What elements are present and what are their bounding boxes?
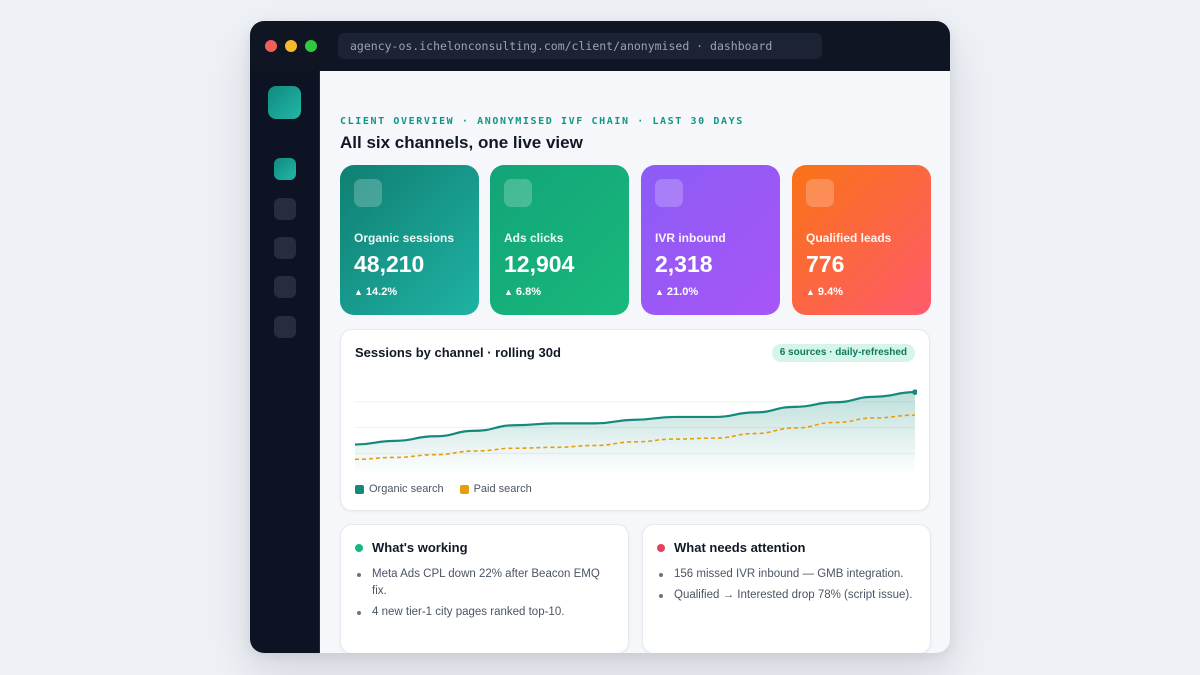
kpi-delta-value: 9.4% [817, 286, 843, 298]
kpi-card-ivr-inbound[interactable]: IVR inbound 2,318 ▲ 21.0% [641, 165, 780, 315]
up-arrow-icon: ▲ [354, 287, 363, 297]
up-arrow-icon: ▲ [655, 287, 664, 297]
legend-item-paid: Paid search [459, 483, 532, 495]
sessions-chart-card: Sessions by channel · rolling 30d 6 sour… [340, 329, 930, 511]
maximize-window-button[interactable] [305, 40, 317, 52]
organic-search-endpoint[interactable] [912, 389, 917, 395]
kpi-value: 12,904 [504, 251, 575, 277]
list-item: Qualified → Interested drop 78% (script … [657, 587, 919, 604]
legend-label: Organic search [369, 483, 444, 495]
needs-attention-panel: What needs attention 156 missed IVR inbo… [642, 524, 931, 653]
close-window-button[interactable] [265, 40, 277, 52]
panel-title: What's working [372, 540, 468, 555]
kpi-card-qualified-leads[interactable]: Qualified leads 776 ▲ 9.4% [792, 165, 931, 315]
organic-search-line [355, 391, 916, 446]
square-icon [504, 179, 532, 207]
kpi-value: 776 [806, 251, 845, 277]
kpi-card-organic-sessions[interactable]: Organic sessions 48,210 ▲ 14.2% [340, 165, 479, 315]
sidebar-item-active[interactable] [274, 158, 296, 180]
legend-item-organic: Organic search [355, 483, 444, 495]
kpi-card-ads-clicks[interactable]: Ads clicks 12,904 ▲ 6.8% [490, 165, 629, 315]
chart-legend: Organic search Paid search [355, 483, 532, 495]
address-bar[interactable]: agency-os.ichelonconsulting.com/client/a… [338, 33, 822, 59]
kpi-label: Organic sessions [354, 231, 455, 245]
kpi-label: IVR inbound [655, 231, 726, 245]
panel-header: What's working [355, 540, 468, 555]
panel-title: What needs attention [674, 540, 806, 555]
organic-search-area [355, 392, 915, 474]
sidebar-item-5[interactable] [274, 316, 296, 338]
minimize-window-button[interactable] [285, 40, 297, 52]
up-arrow-icon: ▲ [504, 287, 513, 297]
kpi-delta: ▲ 9.4% [806, 286, 843, 298]
title-bar: agency-os.ichelonconsulting.com/client/a… [250, 21, 950, 71]
list-item: 4 new tier-1 city pages ranked top-10. [355, 604, 617, 621]
sidebar-item-4[interactable] [274, 276, 296, 298]
panel-header: What needs attention [657, 540, 805, 555]
legend-label: Paid search [473, 483, 532, 495]
green-status-dot-icon [355, 543, 363, 552]
kpi-delta-value: 6.8% [515, 286, 541, 298]
chart-title: Sessions by channel · rolling 30d [355, 345, 561, 360]
page-eyebrow: CLIENT OVERVIEW · ANONYMISED IVF CHAIN ·… [340, 116, 744, 127]
square-icon [806, 179, 834, 207]
kpi-value: 48,210 [354, 251, 425, 277]
red-status-dot-icon [657, 543, 665, 552]
up-arrow-icon: ▲ [806, 287, 815, 297]
working-list: Meta Ads CPL down 22% after Beacon EMQ f… [355, 566, 617, 625]
main-content: CLIENT OVERVIEW · ANONYMISED IVF CHAIN ·… [320, 71, 950, 653]
kpi-value: 2,318 [655, 251, 713, 277]
browser-window: agency-os.ichelonconsulting.com/client/a… [250, 21, 950, 653]
attention-list: 156 missed IVR inbound — GMB integration… [657, 566, 919, 608]
sidebar-item-2[interactable] [274, 198, 296, 220]
list-item: Meta Ads CPL down 22% after Beacon EMQ f… [355, 566, 617, 600]
sessions-chart [355, 389, 917, 474]
page-title: All six channels, one live view [340, 133, 583, 152]
kpi-label: Ads clicks [504, 231, 564, 245]
legend-swatch [459, 484, 469, 494]
square-icon [655, 179, 683, 207]
sidebar-item-3[interactable] [274, 237, 296, 259]
kpi-delta: ▲ 14.2% [354, 286, 397, 298]
kpi-delta: ▲ 21.0% [655, 286, 698, 298]
sidebar [250, 71, 320, 653]
kpi-delta: ▲ 6.8% [504, 286, 541, 298]
kpi-delta-value: 21.0% [666, 286, 699, 298]
legend-swatch [355, 484, 364, 494]
square-icon [354, 179, 382, 207]
kpi-delta-value: 14.2% [365, 286, 398, 298]
whats-working-panel: What's working Meta Ads CPL down 22% aft… [340, 524, 629, 653]
sources-badge: 6 sources · daily-refreshed [771, 344, 915, 362]
app-logo[interactable] [268, 86, 301, 119]
paid-search-line [355, 414, 916, 461]
kpi-label: Qualified leads [806, 231, 892, 245]
list-item: 156 missed IVR inbound — GMB integration… [657, 566, 919, 583]
